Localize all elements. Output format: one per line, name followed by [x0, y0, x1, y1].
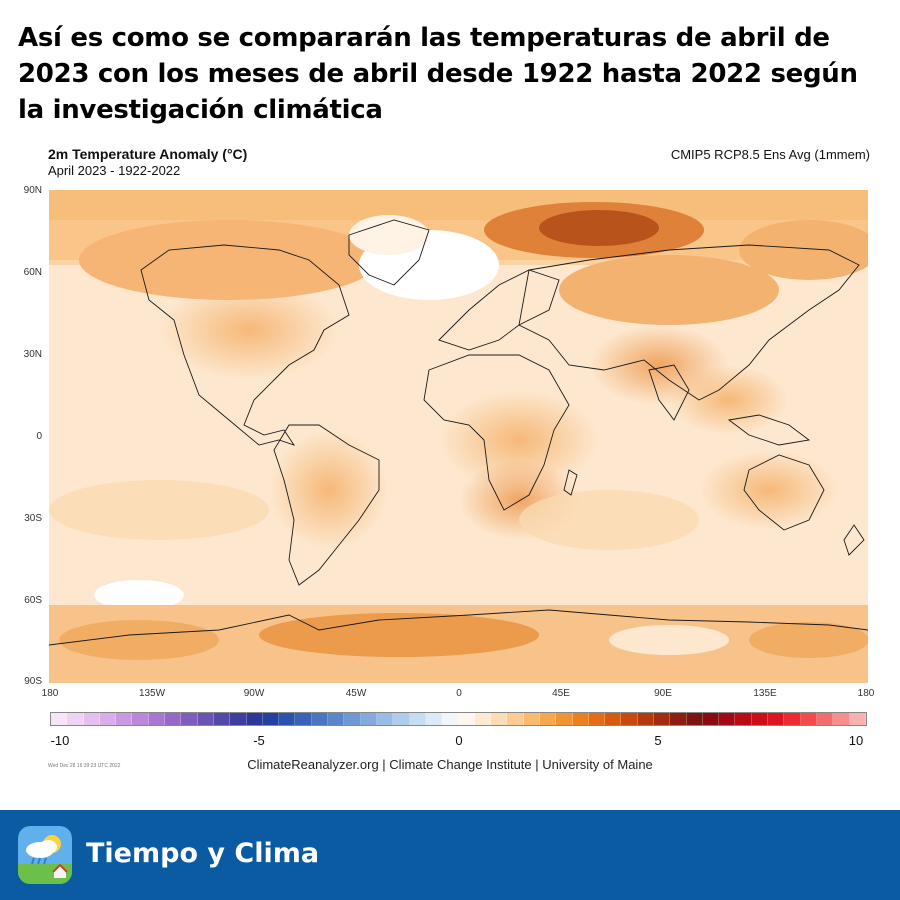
lat-label: 30N: [23, 349, 42, 360]
weather-app-icon[interactable]: [18, 826, 72, 884]
lat-label: 90S: [24, 676, 42, 687]
colorbar-swatch: [295, 713, 312, 725]
map-title: 2m Temperature Anomaly (°C): [48, 146, 248, 162]
timestamp-text: Wed Dec 28 16:39:23 UTC 2022: [48, 763, 121, 769]
colorbar-label: 10: [848, 733, 864, 748]
colorbar-label: -5: [253, 733, 265, 748]
credit-text: ClimateReanalyzer.org | Climate Change I…: [247, 757, 653, 772]
colorbar-swatch: [572, 713, 589, 725]
colorbar-swatch: [393, 713, 410, 725]
colorbar: [50, 712, 867, 726]
lat-label: 90N: [23, 185, 42, 196]
lon-label: 135E: [753, 688, 777, 699]
colorbar-label: -10: [50, 733, 70, 748]
colorbar-swatch: [328, 713, 345, 725]
colorbar-swatch: [768, 713, 785, 725]
headline: Así es como se compararán las temperatur…: [18, 23, 858, 125]
colorbar-swatch: [165, 713, 182, 725]
colorbar-swatch: [800, 713, 817, 725]
colorbar-swatch: [670, 713, 687, 725]
colorbar-swatch: [653, 713, 671, 725]
colorbar-swatch: [51, 713, 68, 725]
lon-label: 90E: [654, 688, 672, 699]
colorbar-swatch: [719, 713, 736, 725]
lon-label: 45W: [345, 688, 367, 699]
lon-label: 180: [41, 688, 59, 699]
colorbar-swatch: [442, 713, 459, 725]
colorbar-label: 0: [455, 733, 463, 748]
colorbar-swatch: [702, 713, 720, 725]
footer-bar: Tiempo y Clima: [0, 810, 900, 900]
colorbar-swatch: [409, 713, 426, 725]
colorbar-swatch: [588, 713, 606, 725]
colorbar-swatch: [833, 713, 850, 725]
lat-label: 0: [36, 431, 42, 442]
colorbar-swatch: [132, 713, 149, 725]
temperature-anomaly-map: [49, 190, 868, 683]
colorbar-swatch: [507, 713, 524, 725]
colorbar-swatch: [376, 713, 394, 725]
brand-name: Tiempo y Clima: [86, 838, 320, 869]
lon-label: 45E: [552, 688, 570, 699]
colorbar-swatch: [262, 713, 280, 725]
colorbar-swatch: [556, 713, 573, 725]
colorbar-swatch: [197, 713, 214, 725]
colorbar-swatch: [279, 713, 296, 725]
colorbar-swatch: [148, 713, 166, 725]
colorbar-swatch: [181, 713, 198, 725]
colorbar-swatch: [621, 713, 638, 725]
map-subtitle: April 2023 - 1922-2022: [48, 163, 181, 178]
colorbar-swatch: [311, 713, 329, 725]
colorbar-label: 5: [654, 733, 662, 748]
colorbar-swatch: [458, 713, 475, 725]
colorbar-swatch: [425, 713, 443, 725]
colorbar-swatch: [360, 713, 377, 725]
colorbar-swatch: [344, 713, 361, 725]
colorbar-swatch: [246, 713, 263, 725]
colorbar-swatch: [67, 713, 84, 725]
lon-label: 0: [456, 688, 462, 699]
colorbar-swatch: [491, 713, 508, 725]
lon-label: 180: [857, 688, 875, 699]
colorbar-swatch: [735, 713, 752, 725]
colorbar-swatch: [539, 713, 557, 725]
lon-label: 90W: [243, 688, 265, 699]
colorbar-swatch: [637, 713, 654, 725]
lon-label: 135W: [138, 688, 166, 699]
map-model-label: CMIP5 RCP8.5 Ens Avg (1mmem): [670, 147, 870, 162]
colorbar-swatch: [751, 713, 769, 725]
lat-label: 60S: [24, 595, 42, 606]
colorbar-swatch: [523, 713, 540, 725]
colorbar-swatch: [213, 713, 231, 725]
colorbar-swatch: [784, 713, 801, 725]
colorbar-swatch: [849, 713, 866, 725]
colorbar-swatch: [605, 713, 622, 725]
colorbar-swatch: [474, 713, 492, 725]
colorbar-swatch: [816, 713, 834, 725]
lat-label: 30S: [24, 513, 42, 524]
colorbar-swatch: [686, 713, 703, 725]
colorbar-swatch: [83, 713, 100, 725]
lat-label: 60N: [23, 267, 42, 278]
colorbar-swatch: [230, 713, 247, 725]
colorbar-swatch: [116, 713, 133, 725]
colorbar-swatch: [99, 713, 117, 725]
